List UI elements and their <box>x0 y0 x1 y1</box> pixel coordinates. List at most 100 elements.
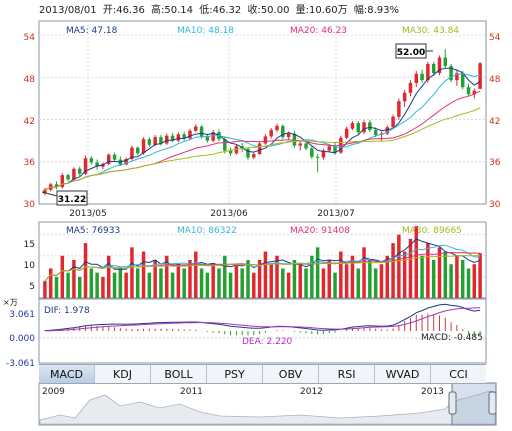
volume-bar <box>275 255 279 298</box>
tab-kdj[interactable]: KDJ <box>95 365 151 383</box>
open-label: 开: <box>103 5 116 16</box>
price-left-axis: 54 48 42 36 30 <box>24 33 36 210</box>
volume-bar <box>54 276 59 298</box>
close-label: 收: <box>247 3 260 16</box>
candle-body <box>310 148 314 157</box>
candle-body <box>89 158 94 163</box>
volume-bar <box>310 255 314 298</box>
volume-bar <box>77 276 82 298</box>
price-ma-legend: MA5: 47.18 MA10: 48.18 MA20: 46.23 MA30:… <box>66 26 459 36</box>
candle-body <box>136 147 140 154</box>
volume-bar <box>478 253 482 298</box>
volume-bar <box>327 260 331 298</box>
volume-bar <box>315 247 320 298</box>
volume-ytick: 10 <box>24 261 36 271</box>
volume-ma-lines <box>44 238 481 282</box>
volume-bar <box>379 264 384 298</box>
tab-boll[interactable]: BOLL <box>151 365 207 383</box>
price-ma5-label: MA5: 47.18 <box>66 26 118 36</box>
indicator-tabs: MACD KDJ BOLL PSY OBV RSI WVAD CCI <box>39 364 486 384</box>
dif-label: DIF: 1.978 <box>44 306 90 316</box>
candle-body <box>321 150 326 158</box>
candle-body <box>223 139 227 151</box>
macd-panel-frame <box>38 298 487 364</box>
volume-bar <box>333 272 337 298</box>
volume-ma30-line <box>44 254 481 282</box>
candle-body <box>420 73 424 81</box>
volume-bar <box>48 268 53 298</box>
candle-body <box>356 123 360 133</box>
volume-bar <box>165 255 169 298</box>
low-annotation-pointer <box>41 191 58 197</box>
dea-line <box>44 307 481 332</box>
overview-year: 2009 <box>42 387 65 397</box>
candle-body <box>106 154 111 164</box>
volume-ytick: 5 <box>29 282 35 292</box>
volume-bar <box>252 272 256 298</box>
candle-body <box>269 130 273 137</box>
volume-bar <box>194 251 198 298</box>
tab-macd[interactable]: MACD <box>39 365 95 383</box>
price-ma-lines <box>44 67 481 191</box>
high-annotation-text: 52.00 <box>397 48 425 58</box>
candle-body <box>77 168 82 174</box>
candle-body <box>362 122 366 133</box>
volume-bar <box>344 264 349 298</box>
tab-cci[interactable]: CCI <box>449 367 468 381</box>
volume-bar <box>205 272 210 298</box>
volume-bar <box>443 251 448 298</box>
volume-bar <box>263 251 268 298</box>
price-ma10-label: MA10: 48.18 <box>177 26 234 36</box>
macd-ytick: 0.000 <box>9 334 35 344</box>
volume-bar <box>397 234 401 298</box>
low-label: 低: <box>199 3 212 16</box>
tab-wvad[interactable]: WVAD <box>375 365 431 383</box>
volume-bar <box>356 268 360 298</box>
price-ma5-line <box>44 67 481 191</box>
change-label: 幅: <box>354 3 367 16</box>
candle-body <box>205 136 210 141</box>
overview-right-handle[interactable] <box>488 391 497 415</box>
volume-ytick: 15 <box>24 240 35 250</box>
volume-axis: 15 10 5 ×万 <box>3 240 35 307</box>
candle-body <box>368 122 372 131</box>
overview-year: 2012 <box>300 387 323 397</box>
price-grid <box>39 21 486 204</box>
candle-body <box>391 116 395 128</box>
volume-ma5-line <box>44 238 481 282</box>
volume-bar <box>60 255 65 298</box>
candle-body <box>478 63 482 89</box>
candle-body <box>199 126 204 137</box>
price-ytick-left: 48 <box>24 75 36 85</box>
tab-psy[interactable]: PSY <box>207 365 263 383</box>
volume-bar <box>321 268 326 298</box>
candlesticks <box>43 49 482 196</box>
volume-bar <box>373 268 378 298</box>
tab-obv[interactable]: OBV <box>263 365 319 383</box>
date-label: 2013/05 <box>69 209 106 219</box>
dif-line <box>44 303 481 331</box>
volume-bar <box>159 268 163 298</box>
tab-rsi[interactable]: RSI <box>319 365 375 383</box>
price-ma30-line <box>44 107 481 191</box>
volume-bar <box>385 255 389 298</box>
volume-bar <box>141 251 146 298</box>
low-value: 46.32 <box>213 5 242 16</box>
volume-unit: ×万 <box>3 298 18 307</box>
volume-bar <box>182 268 186 298</box>
quote-header: 2013/08/01 开:46.36 高:50.14 低:46.32 收:50.… <box>39 3 399 16</box>
low-annotation-box <box>56 190 88 206</box>
price-ma30-label: MA30: 43.84 <box>402 26 459 36</box>
candle-body <box>54 184 59 188</box>
svg-text:2013/08/01 开:46.36: 2013/08/01 开:46.36 高:50.14 低:46.32 收:50.… <box>39 3 399 16</box>
price-ytick-right: 36 <box>489 158 501 168</box>
candle-body <box>373 130 378 136</box>
candle-body <box>153 137 157 145</box>
candle-body <box>275 125 279 131</box>
candle-body <box>292 133 297 146</box>
candle-body <box>252 154 256 158</box>
candle-body <box>147 139 152 145</box>
overview-left-handle[interactable] <box>448 391 457 415</box>
candle-body <box>298 143 302 146</box>
